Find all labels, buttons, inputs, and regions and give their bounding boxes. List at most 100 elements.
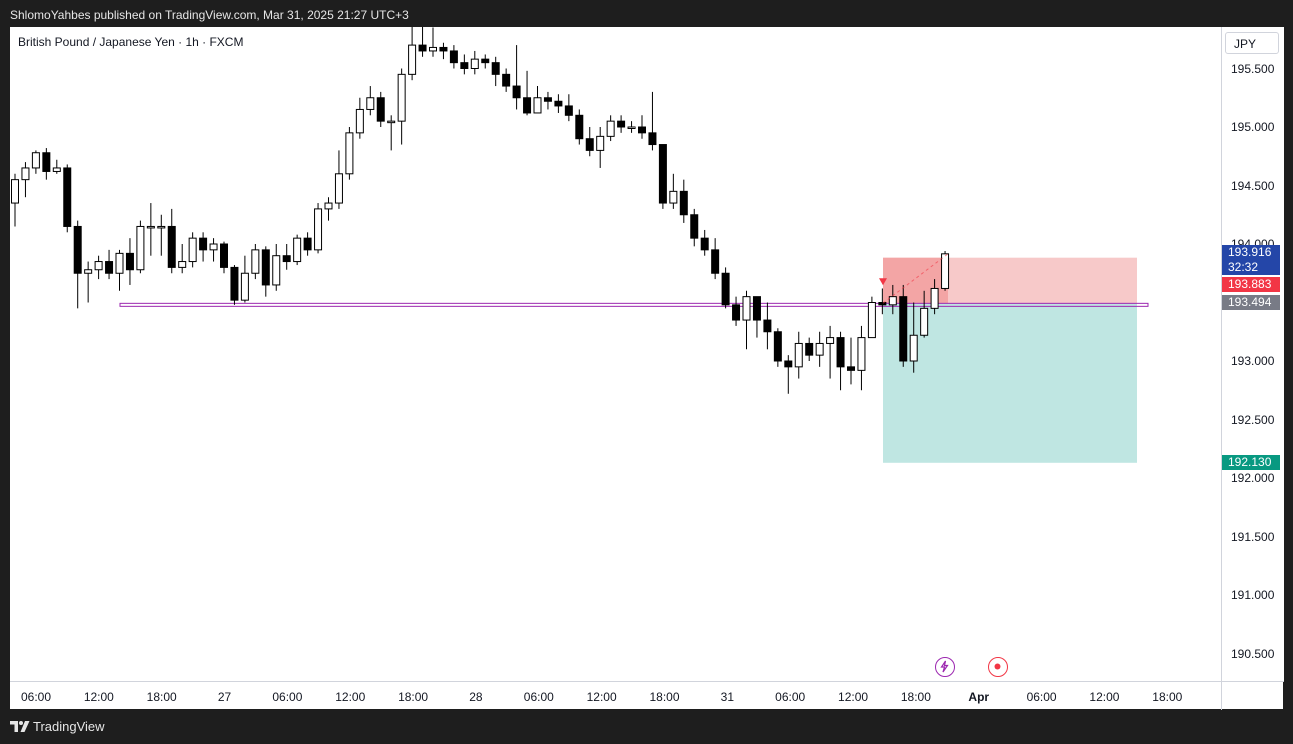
candle-up: [84, 269, 93, 274]
candle-down: [376, 97, 385, 122]
price-tick-label: 195.000: [1231, 120, 1275, 134]
candle-down: [261, 249, 270, 286]
candle-down: [847, 366, 855, 371]
time-tick-label: 18:00: [649, 690, 680, 704]
candle-down: [732, 304, 741, 321]
candle-down: [784, 360, 793, 368]
candle-down: [303, 237, 312, 251]
time-axis[interactable]: 06:00 12:00 18:00 27 06:00 12:00 18:00 28 06:00 1…: [10, 681, 1221, 710]
candle-down: [700, 237, 709, 251]
candle-up: [11, 179, 19, 204]
time-tick-label: 06:00: [20, 690, 52, 704]
price-axis[interactable]: JPY 195.500 195.000 194.500 194.000 193.000 1…: [1221, 27, 1284, 681]
candle-up: [408, 44, 417, 75]
candle-down: [575, 114, 584, 140]
candle-up: [136, 225, 145, 271]
candle-up: [606, 120, 615, 137]
candle-up: [324, 202, 333, 210]
position-connector-line: [882, 253, 949, 304]
candle-up: [941, 253, 950, 289]
price-tick-label: 195.500: [1231, 61, 1275, 76]
price-tick-label: 191.500: [1231, 529, 1275, 544]
candle-down: [752, 296, 761, 321]
candlestick-chart[interactable]: [10, 27, 1221, 681]
candle-down: [638, 126, 646, 134]
candle-up: [188, 237, 197, 263]
tradingview-logo-icon: [10, 721, 30, 732]
candle-up: [240, 272, 249, 301]
candle-down: [63, 167, 72, 227]
candle-down: [491, 62, 500, 75]
candle-down: [648, 132, 657, 146]
time-tick-label: 12:00: [1089, 690, 1120, 704]
candle-up: [366, 97, 375, 110]
candle-up: [31, 152, 40, 169]
last-price-label: 193.916 32:32: [1222, 245, 1280, 275]
lightning-event-icon[interactable]: [935, 657, 955, 677]
candle-down: [481, 58, 490, 64]
time-tick-label: 28: [469, 690, 483, 704]
candle-up: [178, 261, 187, 268]
candle-down: [721, 272, 730, 306]
candle-down: [512, 85, 521, 99]
time-tick-label: 06:00: [1026, 690, 1057, 704]
time-tick-label: Apr: [968, 690, 990, 704]
candle-up: [334, 173, 343, 204]
candle-up: [533, 97, 542, 114]
candle-up: [115, 252, 124, 274]
time-tick-label: 12:00: [838, 690, 869, 704]
candle-down: [805, 342, 814, 356]
candle-up: [251, 249, 260, 274]
time-tick-label: 12:00: [83, 690, 114, 704]
candle-down: [585, 138, 594, 151]
chart-pane[interactable]: British Pound / Japanese Yen · 1h · FXCM: [10, 27, 1221, 681]
target-price-label: 192.130: [1222, 455, 1280, 470]
candle-down: [690, 214, 699, 239]
candle-up: [742, 296, 751, 321]
bar-countdown: 32:32: [1228, 260, 1259, 274]
tradingview-brand: TradingView: [33, 719, 105, 734]
axis-corner: [1221, 681, 1284, 710]
candle-down: [836, 337, 845, 368]
candle-up: [209, 243, 218, 251]
candle-down: [554, 100, 563, 107]
candle-down: [418, 44, 427, 52]
candle-down: [439, 46, 448, 52]
candle-up: [429, 46, 437, 52]
candle-down: [523, 97, 532, 114]
currency-button[interactable]: JPY: [1225, 32, 1279, 54]
record-event-icon[interactable]: [988, 657, 1008, 677]
candle-up: [930, 287, 939, 309]
candle-down: [42, 152, 51, 172]
candle-up: [669, 190, 678, 204]
candle-down: [711, 249, 720, 274]
chart-frame: British Pound / Japanese Yen · 1h · FXCM…: [10, 27, 1284, 710]
candle-up: [397, 73, 406, 122]
price-tick-label: 191.000: [1231, 588, 1275, 602]
candle-down: [105, 261, 114, 274]
candle-up: [146, 225, 155, 229]
candle-down: [564, 105, 573, 116]
candle-down: [763, 319, 772, 333]
candle-up: [21, 167, 30, 181]
candle-down: [73, 225, 82, 274]
time-tick-label: 18:00: [146, 690, 177, 704]
publish-info: ShlomoYahbes published on TradingView.co…: [10, 8, 409, 22]
candle-up: [52, 167, 61, 172]
candle-up: [470, 58, 479, 69]
stop-price-label: 193.883: [1222, 277, 1280, 292]
time-tick-label: 31: [720, 690, 735, 704]
footer: TradingView: [0, 709, 1293, 744]
candle-down: [899, 296, 908, 362]
candle-up: [815, 342, 824, 356]
candle-down: [502, 73, 511, 87]
time-tick-label: 27: [217, 690, 232, 704]
candle-up: [314, 208, 323, 251]
candle-up: [857, 337, 866, 371]
candle-up: [293, 237, 302, 263]
candle-up: [157, 225, 166, 229]
candle-up: [627, 126, 636, 129]
candle-down: [449, 50, 458, 64]
candle-up: [387, 120, 396, 124]
price-tick-label: 192.500: [1231, 412, 1275, 427]
